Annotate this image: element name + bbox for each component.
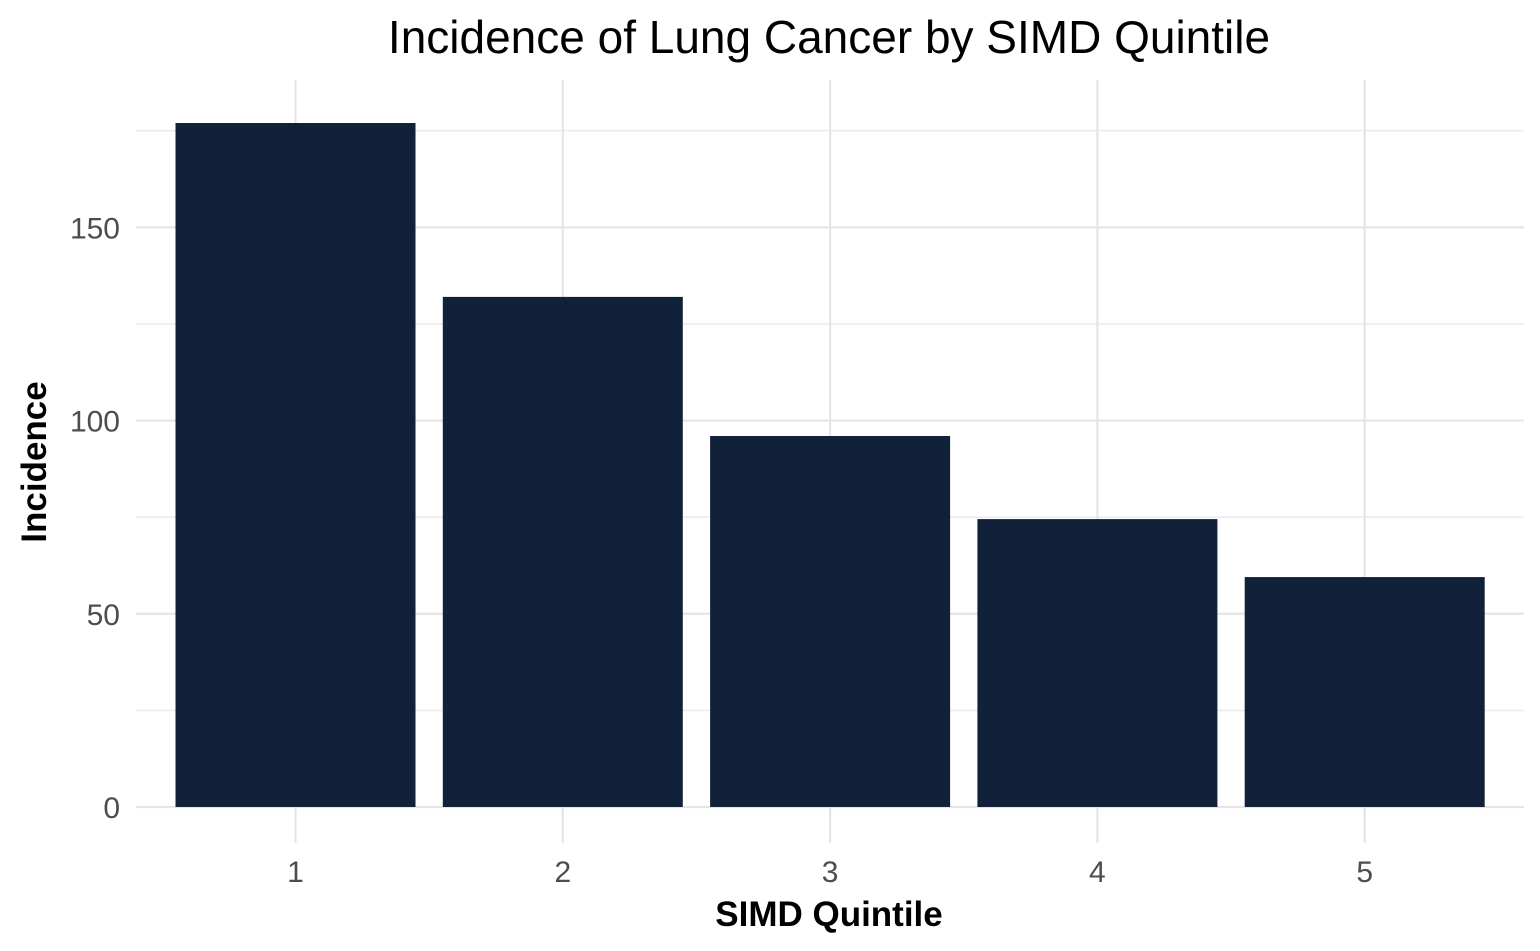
x-tick-label: 2 bbox=[554, 856, 571, 889]
x-tick-label: 4 bbox=[1089, 856, 1106, 889]
bar-quintile-3 bbox=[710, 436, 951, 807]
x-tick-labels: 1 2 3 4 5 bbox=[287, 856, 1373, 889]
bar-quintile-1 bbox=[175, 123, 416, 807]
y-tick-label: 100 bbox=[70, 406, 120, 439]
bar-quintile-2 bbox=[442, 296, 683, 807]
y-tick-label: 0 bbox=[103, 792, 120, 825]
y-tick-label: 50 bbox=[87, 599, 120, 632]
y-axis-title: Incidence bbox=[15, 381, 54, 542]
bar-quintile-5 bbox=[1244, 577, 1485, 807]
y-tick-labels: 0 50 100 150 bbox=[70, 212, 120, 825]
chart-title: Incidence of Lung Cancer by SIMD Quintil… bbox=[388, 11, 1270, 63]
x-tick-label: 1 bbox=[287, 856, 304, 889]
y-tick-label: 150 bbox=[70, 212, 120, 245]
x-tick-label: 3 bbox=[822, 856, 839, 889]
x-tick-label: 5 bbox=[1356, 856, 1373, 889]
bars bbox=[175, 123, 1485, 807]
x-axis-title: SIMD Quintile bbox=[715, 895, 943, 934]
bar-quintile-4 bbox=[977, 519, 1218, 807]
